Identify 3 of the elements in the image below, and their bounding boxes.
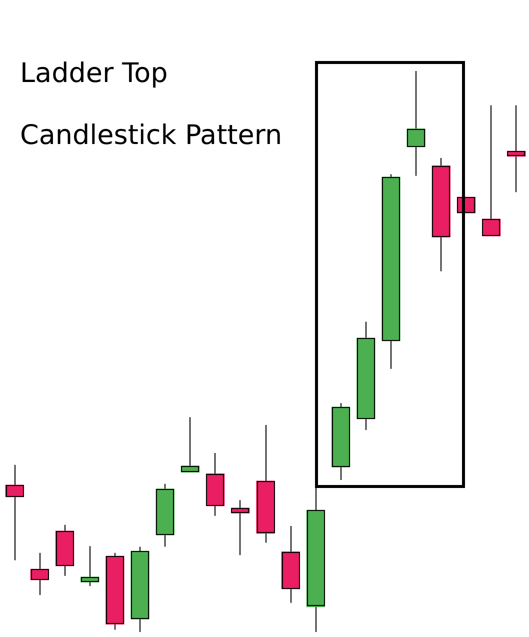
chart-title: Ladder Top	[20, 58, 168, 89]
text: Candlestick Pattern	[20, 120, 282, 151]
candlestick	[507, 105, 526, 192]
